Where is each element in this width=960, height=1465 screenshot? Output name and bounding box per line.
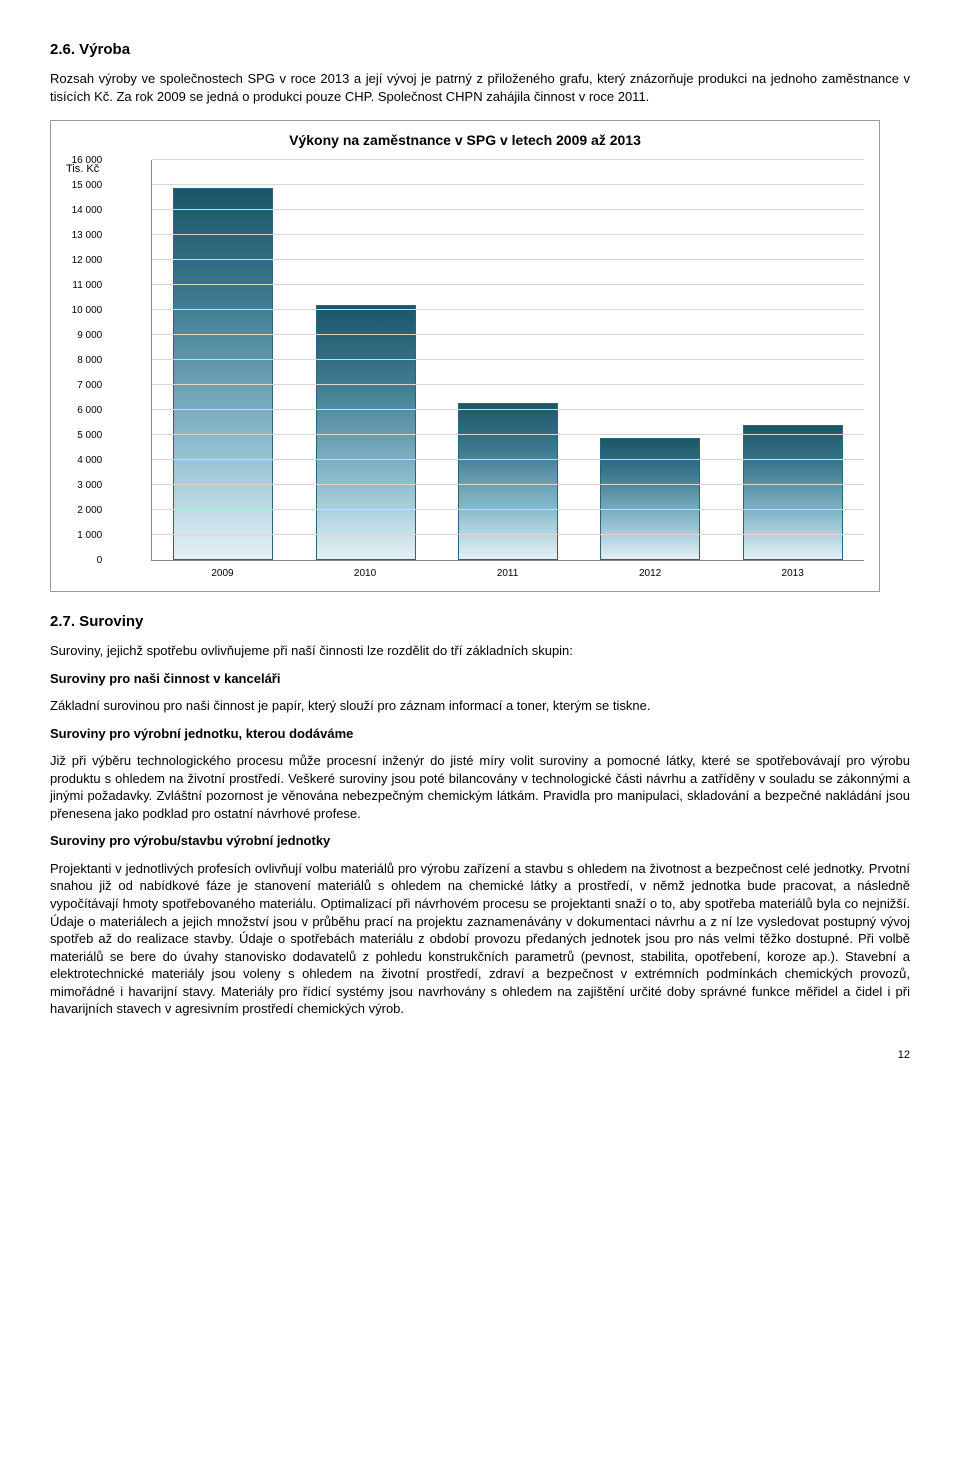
chart-gridline (152, 409, 864, 410)
chart-x-tick-label: 2012 (600, 567, 700, 581)
chart-x-labels: 2009 2010 2011 2012 2013 (151, 567, 864, 581)
chart-bar (743, 425, 843, 560)
chart-gridline (152, 209, 864, 210)
chart-gridline (152, 159, 864, 160)
chart-y-tick-label: 7 000 (58, 378, 102, 392)
chart-y-tick-label: 10 000 (58, 303, 102, 317)
chart-y-tick-label: 6 000 (58, 403, 102, 417)
chart-gridline (152, 259, 864, 260)
chart-bar (316, 305, 416, 560)
chart-plot-area (151, 160, 864, 561)
chart-bar (600, 438, 700, 561)
chart-gridline (152, 284, 864, 285)
chart-y-tick-label: 16 000 (58, 153, 102, 167)
chart-y-ticks: 01 0002 0003 0004 0005 0006 0007 0008 00… (103, 160, 151, 560)
chart-y-tick-label: 9 000 (58, 328, 102, 342)
chart-gridline (152, 309, 864, 310)
chart-y-tick-label: 8 000 (58, 353, 102, 367)
chart-y-tick-label: 13 000 (58, 228, 102, 242)
chart-x-tick-label: 2011 (458, 567, 558, 581)
chart-x-tick-label: 2013 (743, 567, 843, 581)
sub3-text: Projektanti v jednotlivých profesích ovl… (50, 860, 910, 1018)
chart-y-tick-label: 0 (58, 553, 102, 567)
sub1-text: Základní surovinou pro naši činnost je p… (50, 697, 910, 715)
chart-gridline (152, 184, 864, 185)
page-number: 12 (50, 1048, 910, 1063)
chart-y-tick-label: 4 000 (58, 453, 102, 467)
section-27-heading: 2.7. Suroviny (50, 612, 910, 632)
chart-bar (173, 188, 273, 561)
chart-gridline (152, 509, 864, 510)
chart-gridline (152, 459, 864, 460)
sub2-title: Suroviny pro výrobní jednotku, kterou do… (50, 725, 910, 743)
chart-y-tick-label: 5 000 (58, 428, 102, 442)
chart-gridline (152, 434, 864, 435)
chart-y-axis-label: Tis. Kč (66, 160, 103, 581)
chart-y-tick-label: 2 000 (58, 503, 102, 517)
chart-bars (152, 160, 864, 560)
chart-y-tick-label: 15 000 (58, 178, 102, 192)
sub3-title: Suroviny pro výrobu/stavbu výrobní jedno… (50, 832, 910, 850)
section-26-p1: Rozsah výroby ve společnostech SPG v roc… (50, 70, 910, 105)
chart-y-tick-label: 1 000 (58, 528, 102, 542)
chart-bar (458, 403, 558, 561)
chart-y-tick-label: 12 000 (58, 253, 102, 267)
sub2-text: Již při výběru technologického procesu m… (50, 752, 910, 822)
chart-y-tick-label: 11 000 (58, 278, 102, 292)
section-27-intro: Suroviny, jejichž spotřebu ovlivňujeme p… (50, 642, 910, 660)
chart-x-tick-label: 2009 (172, 567, 272, 581)
chart-gridline (152, 484, 864, 485)
chart-title: Výkony na zaměstnance v SPG v letech 200… (66, 131, 864, 150)
chart-gridline (152, 384, 864, 385)
chart-gridline (152, 334, 864, 335)
chart-y-tick-label: 14 000 (58, 203, 102, 217)
chart-y-tick-label: 3 000 (58, 478, 102, 492)
chart-gridline (152, 234, 864, 235)
chart-gridline (152, 534, 864, 535)
chart-gridline (152, 359, 864, 360)
chart-x-tick-label: 2010 (315, 567, 415, 581)
sub1-title: Suroviny pro naši činnost v kanceláři (50, 670, 910, 688)
performance-chart: Výkony na zaměstnance v SPG v letech 200… (50, 120, 880, 591)
section-26-heading: 2.6. Výroba (50, 40, 910, 60)
